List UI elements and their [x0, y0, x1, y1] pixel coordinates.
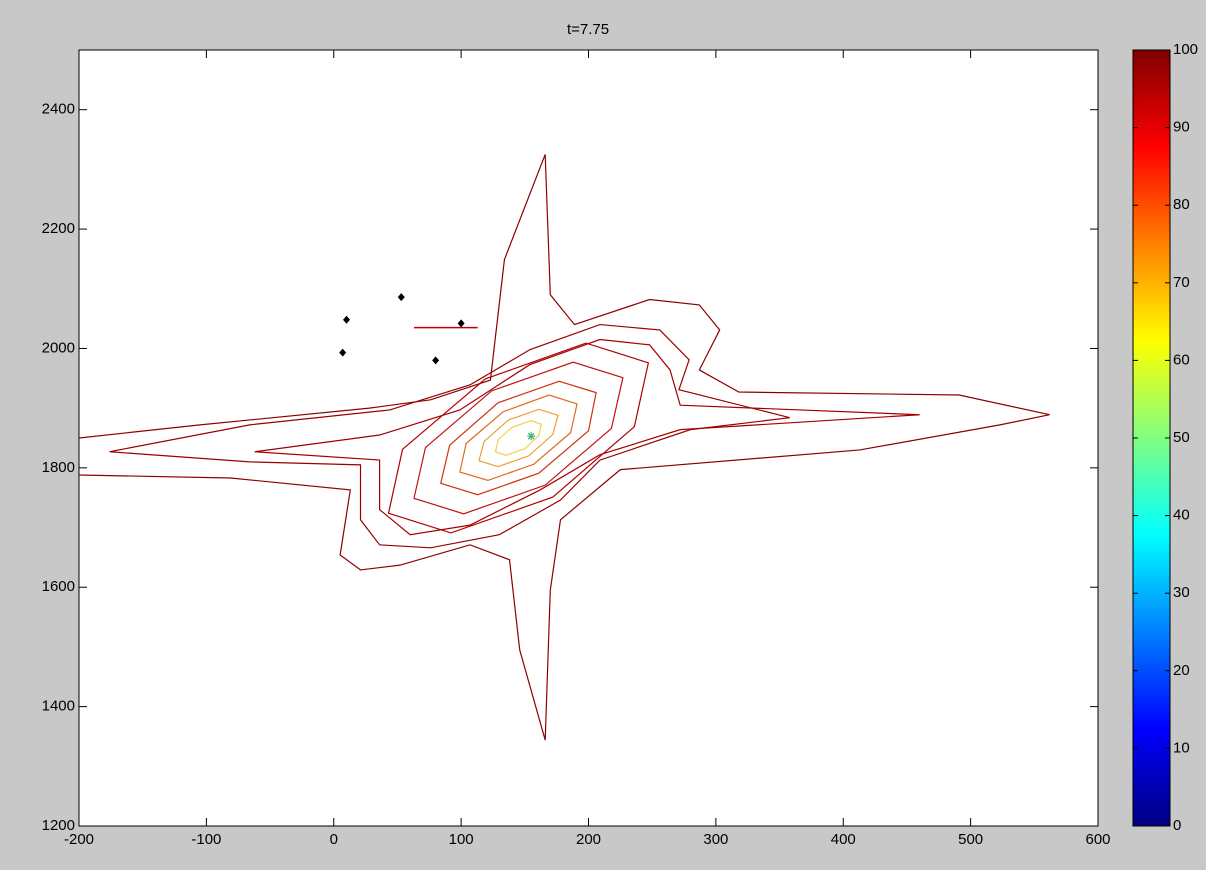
- plot-area: [78, 49, 1099, 827]
- colorbar-tick-label: 50: [1173, 429, 1190, 446]
- marker: [339, 348, 347, 357]
- colorbar-tick-label: 100: [1173, 41, 1198, 58]
- contour-line: [413, 361, 624, 515]
- y-tick-label: 2400: [42, 101, 75, 118]
- y-tick-label: 1200: [42, 817, 75, 834]
- contour-line: [478, 408, 559, 468]
- marker: [457, 319, 465, 328]
- contour-line: [109, 323, 790, 549]
- x-tick-label: 200: [576, 831, 601, 848]
- marker: [342, 315, 350, 324]
- colorbar-tick-label: 20: [1173, 662, 1190, 679]
- y-tick-label: 1800: [42, 459, 75, 476]
- colorbar-tick-label: 90: [1173, 119, 1190, 136]
- chart-title: t=7.75: [567, 21, 609, 38]
- colorbar-tick-label: 60: [1173, 351, 1190, 368]
- contour-line: [459, 394, 578, 482]
- y-tick-label: 2200: [42, 220, 75, 237]
- contour-line: [494, 420, 543, 456]
- marker: [432, 356, 440, 365]
- colorbar-tick-label: 70: [1173, 274, 1190, 291]
- y-tick-label: 2000: [42, 339, 75, 356]
- contour-line: [254, 338, 920, 536]
- contour-line: [79, 154, 1050, 741]
- colorbar-tick-label: 10: [1173, 739, 1190, 756]
- plot-layer: [79, 154, 1050, 741]
- x-tick-label: -100: [191, 831, 221, 848]
- x-tick-label: 500: [958, 831, 983, 848]
- x-tick-label: 600: [1085, 831, 1110, 848]
- colorbar-tick-label: 0: [1173, 817, 1181, 834]
- x-tick-label: 100: [449, 831, 474, 848]
- colorbar-tick-label: 80: [1173, 196, 1190, 213]
- colorbar: [1132, 49, 1171, 827]
- y-tick-label: 1600: [42, 578, 75, 595]
- contour-line: [440, 380, 597, 496]
- colorbar-tick-label: 40: [1173, 507, 1190, 524]
- contour-line: [387, 342, 650, 534]
- x-tick-label: 0: [330, 831, 338, 848]
- x-tick-label: -200: [64, 831, 94, 848]
- star-marker: [527, 432, 536, 441]
- x-tick-label: 400: [831, 831, 856, 848]
- y-tick-label: 1400: [42, 698, 75, 715]
- colorbar-tick-label: 30: [1173, 584, 1190, 601]
- marker: [397, 293, 405, 302]
- x-tick-label: 300: [703, 831, 728, 848]
